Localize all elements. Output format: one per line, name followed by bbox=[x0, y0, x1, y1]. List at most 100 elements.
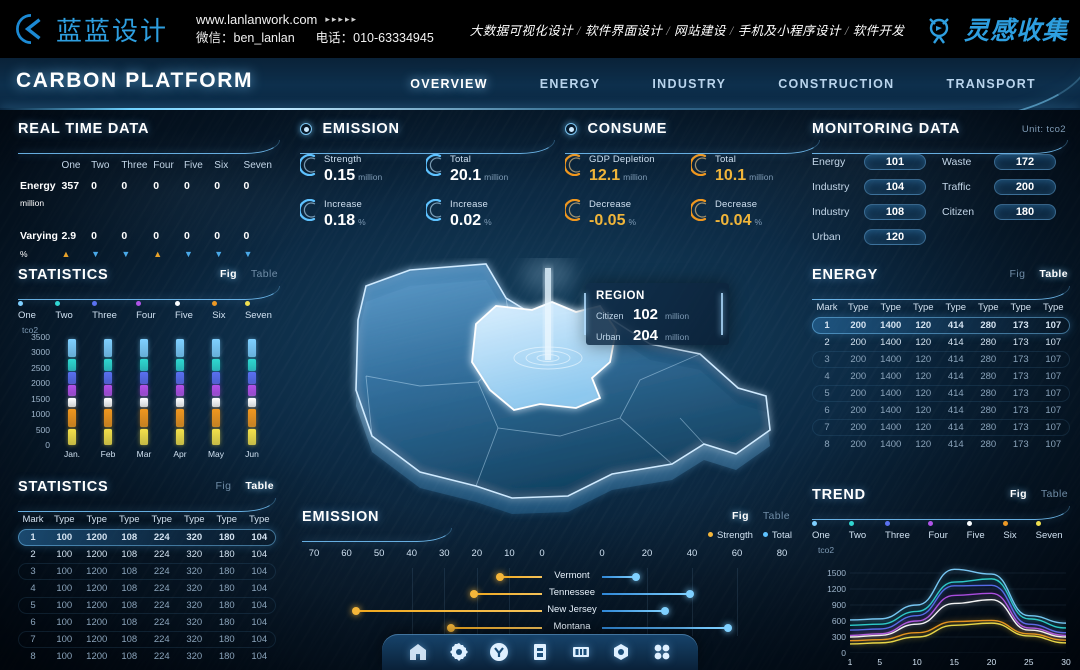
column-header: Type bbox=[248, 514, 270, 525]
table-row[interactable]: 2 200 1400 120 414 280 173 107 bbox=[812, 334, 1070, 351]
strength-knob bbox=[495, 572, 504, 581]
legend-item[interactable]: One bbox=[18, 299, 44, 321]
metric-value: 200 bbox=[994, 179, 1056, 195]
toggle-table[interactable]: Table bbox=[1040, 488, 1068, 500]
legend-item[interactable]: Four bbox=[928, 519, 955, 541]
grid-line bbox=[411, 568, 413, 636]
table-row[interactable]: 3 200 1400 120 414 280 173 107 bbox=[812, 351, 1070, 368]
table-row[interactable]: 5 200 1400 120 414 280 173 107 bbox=[812, 385, 1070, 402]
service-0: 大数据可视化设计 bbox=[469, 23, 573, 38]
legend-item[interactable]: Two bbox=[55, 299, 81, 321]
nav-item-industry[interactable]: INDUSTRY bbox=[652, 77, 727, 91]
legend-item[interactable]: Six bbox=[212, 299, 234, 321]
table-row[interactable]: 6 200 1400 120 414 280 173 107 bbox=[812, 402, 1070, 419]
cell: 180 bbox=[218, 549, 235, 560]
home-icon[interactable] bbox=[408, 642, 428, 662]
settings-gear-icon[interactable] bbox=[449, 642, 469, 662]
toggle-fig[interactable]: Fig bbox=[1009, 488, 1027, 500]
legend-item[interactable]: Five bbox=[174, 299, 201, 321]
cell-mark: 3 bbox=[30, 566, 36, 577]
table-row[interactable]: 7 100 1200 108 224 320 180 104 bbox=[18, 631, 276, 648]
grid-apps-icon[interactable] bbox=[652, 642, 672, 662]
cell: 0 bbox=[183, 180, 190, 192]
cell: 100 bbox=[56, 651, 73, 662]
bar-segment bbox=[212, 385, 220, 397]
bar-column[interactable] bbox=[68, 337, 76, 445]
cell: 104 bbox=[251, 566, 268, 577]
toggle-fig[interactable]: Fig bbox=[731, 510, 749, 522]
legend-item[interactable]: Three bbox=[92, 299, 125, 321]
legend-item[interactable]: Three bbox=[885, 519, 917, 541]
cell: 108 bbox=[121, 634, 138, 645]
bar-column[interactable] bbox=[176, 337, 184, 445]
table-row[interactable]: 4 200 1400 120 414 280 173 107 bbox=[812, 368, 1070, 385]
toggle-fig[interactable]: Fig bbox=[1009, 268, 1026, 280]
cell: 1400 bbox=[880, 422, 902, 433]
table-row[interactable]: 8 200 1400 120 414 280 173 107 bbox=[812, 436, 1070, 453]
strength-bar bbox=[450, 627, 542, 629]
toggle-table[interactable]: Table bbox=[762, 510, 790, 522]
toggle-table[interactable]: Table bbox=[245, 480, 274, 492]
nav-item-energy[interactable]: ENERGY bbox=[539, 77, 601, 91]
table-row[interactable]: 2 100 1200 108 224 320 180 104 bbox=[18, 546, 276, 563]
cell: 1400 bbox=[880, 439, 902, 450]
emission-row[interactable]: New Jersey bbox=[302, 602, 786, 619]
metric-label: Energy bbox=[812, 156, 846, 168]
table-row[interactable]: 1 100 1200 108 224 320 180 104 bbox=[18, 529, 276, 546]
bar-column[interactable] bbox=[212, 337, 220, 445]
promo-bar: 蓝蓝设计 www.lanlanwork.com ▸▸▸▸▸ 微信：ben_lan… bbox=[0, 0, 1080, 58]
legend-item[interactable]: Two bbox=[848, 519, 874, 541]
tooltip-unit: million bbox=[665, 311, 690, 321]
document-icon[interactable] bbox=[530, 642, 550, 662]
toggle-table[interactable]: Table bbox=[1039, 268, 1068, 280]
toggle-fig[interactable]: Fig bbox=[215, 480, 232, 492]
toggle-table[interactable]: Table bbox=[250, 268, 278, 280]
trend-line-chart: tco2 1500 1200 900 600 300 0 1 5 10 15 20 25 30 bbox=[812, 545, 1071, 670]
cell: 120 bbox=[915, 354, 932, 365]
legend-item[interactable]: Four bbox=[136, 299, 164, 321]
chart-bars-icon[interactable] bbox=[571, 642, 591, 662]
hexagon-icon[interactable] bbox=[611, 642, 631, 662]
emission-row[interactable]: Tennessee bbox=[302, 585, 786, 602]
strength-knob bbox=[446, 623, 455, 632]
table-row[interactable]: 6 100 1200 108 224 320 180 104 bbox=[18, 614, 276, 631]
legend-label: Seven bbox=[1035, 530, 1063, 541]
table-row[interactable]: 5 100 1200 108 224 320 180 104 bbox=[18, 597, 276, 614]
emission-row[interactable]: Vermont bbox=[302, 568, 786, 585]
bar-column[interactable] bbox=[140, 337, 148, 445]
metric-label: Industry bbox=[812, 206, 850, 218]
bar-column[interactable] bbox=[104, 337, 112, 445]
kpi-value: 0.18 bbox=[324, 212, 356, 229]
legend-item[interactable]: Five bbox=[966, 519, 993, 541]
legend-label: Six bbox=[212, 310, 226, 321]
nav-item-transport[interactable]: TRANSPORT bbox=[946, 77, 1036, 91]
legend-item[interactable]: Seven bbox=[244, 299, 280, 321]
panel-title: STATISTICS bbox=[18, 267, 109, 283]
nav-item-construction[interactable]: CONSTRUCTION bbox=[778, 77, 895, 91]
legend-swatch bbox=[1003, 521, 1009, 526]
toggle-fig[interactable]: Fig bbox=[219, 268, 237, 280]
legend-item[interactable]: Six bbox=[1003, 519, 1024, 541]
emission-row[interactable]: Montana bbox=[302, 619, 786, 636]
legend-item[interactable]: One bbox=[812, 519, 838, 541]
x-tick: 5 bbox=[877, 657, 883, 667]
table-row[interactable]: 7 200 1400 120 414 280 173 107 bbox=[812, 419, 1070, 436]
user-badge-icon[interactable] bbox=[489, 642, 509, 662]
table-row[interactable]: 1 200 1400 120 414 280 173 107 bbox=[812, 317, 1070, 334]
bar-segment bbox=[104, 358, 112, 371]
nav-item-overview[interactable]: OVERVIEW bbox=[410, 77, 488, 91]
cell: 107 bbox=[1045, 320, 1062, 331]
page-title: CARBON PLATFORM bbox=[16, 69, 254, 92]
cell: 0 bbox=[214, 230, 221, 242]
cell: 104 bbox=[251, 634, 268, 645]
cell: 100 bbox=[56, 566, 73, 577]
cell: 1200 bbox=[86, 583, 108, 594]
table-row[interactable]: 8 100 1200 108 224 320 180 104 bbox=[18, 648, 276, 665]
monitoring-grid: Energy 101 Industry 104 Industry 108 Urban 1… bbox=[812, 154, 1068, 245]
bar-column[interactable] bbox=[248, 337, 256, 445]
table-row[interactable]: 4 100 1200 108 224 320 180 104 bbox=[18, 580, 276, 597]
cell: 107 bbox=[1045, 388, 1062, 399]
table-row[interactable]: 3 100 1200 108 224 320 180 104 bbox=[18, 563, 276, 580]
legend-item[interactable]: Seven bbox=[1035, 519, 1070, 541]
